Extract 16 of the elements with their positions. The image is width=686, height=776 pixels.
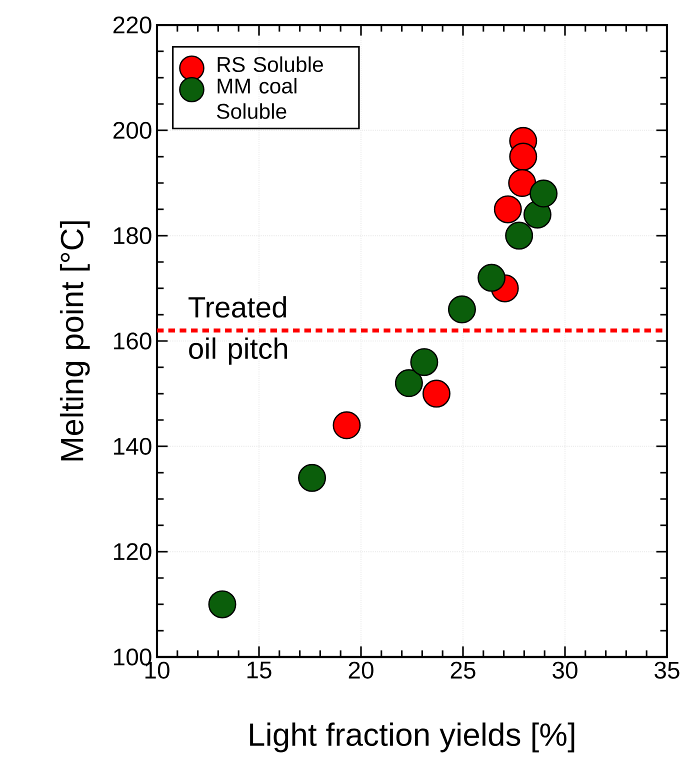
x-tick-label: 20 <box>348 662 374 679</box>
y-tick-label: 180 <box>114 227 152 244</box>
y-tick-label: 200 <box>113 122 152 139</box>
x-tick-label: 25 <box>450 662 476 679</box>
x-axis-title: Light fraction yields [%] <box>250 722 574 752</box>
y-tick-label: 120 <box>114 543 152 560</box>
y-tick-label: 140 <box>114 438 152 455</box>
x-tick-label: 15 <box>247 662 272 678</box>
y-tick-label: 220 <box>113 16 152 34</box>
y-axis-title: Melting point [°C] <box>60 221 90 460</box>
y-tick-label: 160 <box>114 332 152 350</box>
x-tick-label: 30 <box>552 662 578 679</box>
ref-line-label: Treated oil pitch <box>188 296 288 365</box>
x-tick-label: 35 <box>654 662 680 679</box>
legend-label: MM coal Soluble <box>216 78 296 119</box>
legend-label: RS Soluble <box>218 56 323 72</box>
